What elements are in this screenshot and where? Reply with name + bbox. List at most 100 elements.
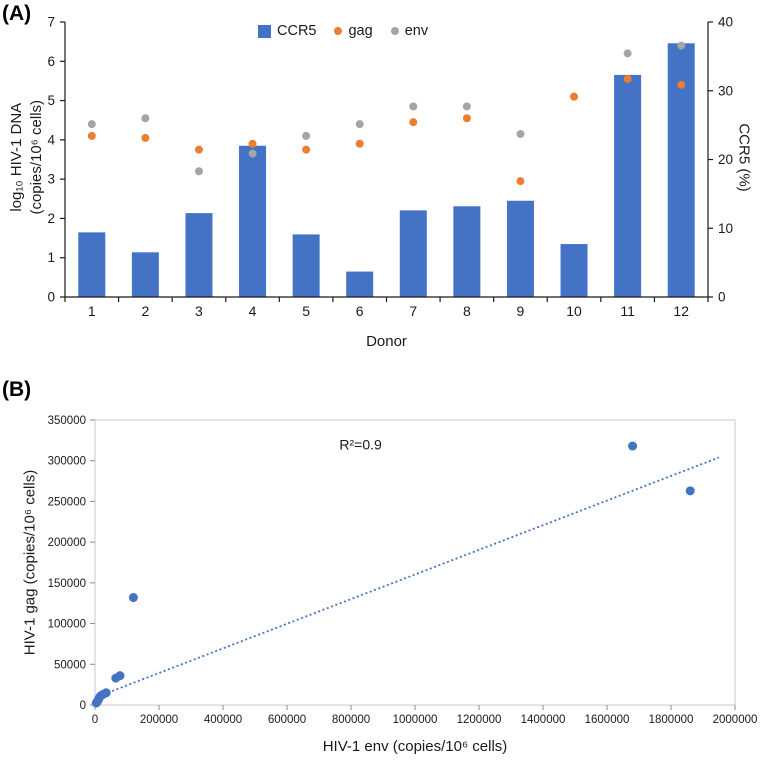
point-env-donor-4 <box>248 149 257 158</box>
scatter-point-9 <box>115 671 125 681</box>
point-env-donor-1 <box>87 120 96 129</box>
point-gag-donor-2 <box>141 133 150 142</box>
panel-a-left-axis-label: log₁₀ HIV-1 DNA (copies/10⁶ cells) <box>7 99 45 215</box>
bar-CCR5-donor-2 <box>131 252 159 297</box>
tick-label: 1000000 <box>393 714 438 726</box>
point-gag-donor-9 <box>516 177 525 186</box>
panel-b-label: (B) <box>2 378 32 401</box>
tick-label: 0 <box>47 290 55 305</box>
tick-label: 150000 <box>48 578 86 590</box>
gag-legend-label: gag <box>348 23 373 39</box>
tick-label: 5 <box>47 93 55 108</box>
tick-label: 11 <box>620 303 635 319</box>
legend-item-gag: gag <box>334 23 373 39</box>
tick-label: 10 <box>566 303 582 319</box>
env-legend-swatch-icon <box>390 27 399 35</box>
tick-label: 0 <box>80 700 86 712</box>
tick-label: 0 <box>718 290 726 305</box>
tick-label: 3 <box>195 303 203 319</box>
bar-CCR5-donor-1 <box>78 232 106 297</box>
tick-label: 200000 <box>140 714 178 726</box>
point-env-donor-3 <box>194 167 203 176</box>
panel-b-y-axis-label: HIV-1 gag (copies/10⁶ cells) <box>21 469 39 656</box>
point-gag-donor-7 <box>409 118 418 127</box>
panel-b-chart: 0 200000 400000 600000 800000 1000000 1200000 1… <box>48 415 758 726</box>
tick-label: 300000 <box>48 456 86 468</box>
bar-CCR5-donor-9 <box>506 200 534 297</box>
point-gag-donor-11 <box>623 74 632 83</box>
point-env-donor-6 <box>355 120 364 129</box>
bar-CCR5-donor-7 <box>399 210 427 297</box>
tick-label: 7 <box>47 15 55 30</box>
tick-label: 350000 <box>48 415 86 427</box>
tick-label: 600000 <box>268 714 306 726</box>
tick-label: 5 <box>302 303 310 319</box>
bar-CCR5-donor-6 <box>346 271 374 297</box>
tick-label: 1400000 <box>521 714 566 726</box>
tick-label: 1 <box>47 250 55 265</box>
legend-item-ccr5: CCR5 <box>258 23 316 39</box>
panel-b-x-axis-label: HIV-1 env (copies/10⁶ cells) <box>322 738 508 755</box>
bar-CCR5-donor-4 <box>239 145 267 297</box>
tick-label: 400000 <box>204 714 242 726</box>
r-squared-annotation: R²=0.9 <box>339 436 382 452</box>
point-env-donor-8 <box>462 102 471 111</box>
panel-a-x-axis-label: Donor <box>366 333 407 350</box>
tick-label: 2 <box>141 303 149 319</box>
point-gag-donor-3 <box>194 145 203 154</box>
tick-label: 250000 <box>48 496 86 508</box>
legend-item-env: env <box>390 23 429 39</box>
tick-label: 12 <box>673 303 689 319</box>
tick-label: 9 <box>517 303 525 319</box>
point-env-donor-2 <box>141 114 150 123</box>
tick-label: 7 <box>409 303 417 319</box>
point-gag-donor-8 <box>462 114 471 123</box>
tick-label: 1600000 <box>585 714 630 726</box>
scatter-point-7 <box>101 688 111 698</box>
scatter-point-12 <box>685 486 695 496</box>
tick-label: 0 <box>92 714 98 726</box>
trendline <box>94 456 720 699</box>
tick-label: 1800000 <box>649 714 694 726</box>
tick-label: 8 <box>463 303 471 319</box>
tick-label: 2 <box>47 211 55 226</box>
panel-a-label: (A) <box>2 2 32 25</box>
point-gag-donor-12 <box>677 80 686 89</box>
tick-label: 800000 <box>332 714 370 726</box>
point-gag-donor-1 <box>87 131 96 140</box>
tick-label: 4 <box>47 132 55 147</box>
tick-label: 4 <box>249 303 257 319</box>
bar-CCR5-donor-3 <box>185 213 213 297</box>
bar-CCR5-donor-8 <box>453 206 481 297</box>
tick-label: 1200000 <box>457 714 502 726</box>
tick-label: 50000 <box>54 659 86 671</box>
tick-label: 3 <box>47 172 55 187</box>
bar-CCR5-donor-10 <box>560 244 588 297</box>
point-gag-donor-6 <box>355 139 364 148</box>
scatter-point-10 <box>128 593 138 603</box>
tick-label: 1 <box>88 303 96 319</box>
point-env-donor-12 <box>677 41 686 50</box>
tick-label: 40 <box>718 15 733 30</box>
tick-label: 6 <box>47 54 55 69</box>
bar-CCR5-donor-11 <box>614 74 642 297</box>
ccr5-legend-swatch-icon <box>258 24 271 38</box>
panel-a-legend: CCR5 gag env <box>258 23 428 39</box>
tick-label: 30 <box>718 83 733 98</box>
point-env-donor-5 <box>302 131 311 140</box>
point-gag-donor-5 <box>302 145 311 154</box>
tick-label: 2000000 <box>713 714 758 726</box>
point-gag-donor-4 <box>248 139 257 148</box>
tick-label: 10 <box>718 221 733 236</box>
panel-a-right-axis-label: CCR5 (%) <box>735 123 753 192</box>
tick-label: 200000 <box>48 537 86 549</box>
point-env-donor-7 <box>409 102 418 111</box>
bar-CCR5-donor-5 <box>292 234 320 297</box>
point-env-donor-9 <box>516 129 525 138</box>
ccr5-legend-label: CCR5 <box>277 23 317 39</box>
gag-legend-swatch-icon <box>334 27 343 35</box>
env-legend-label: env <box>404 23 429 39</box>
tick-label: 6 <box>356 303 364 319</box>
